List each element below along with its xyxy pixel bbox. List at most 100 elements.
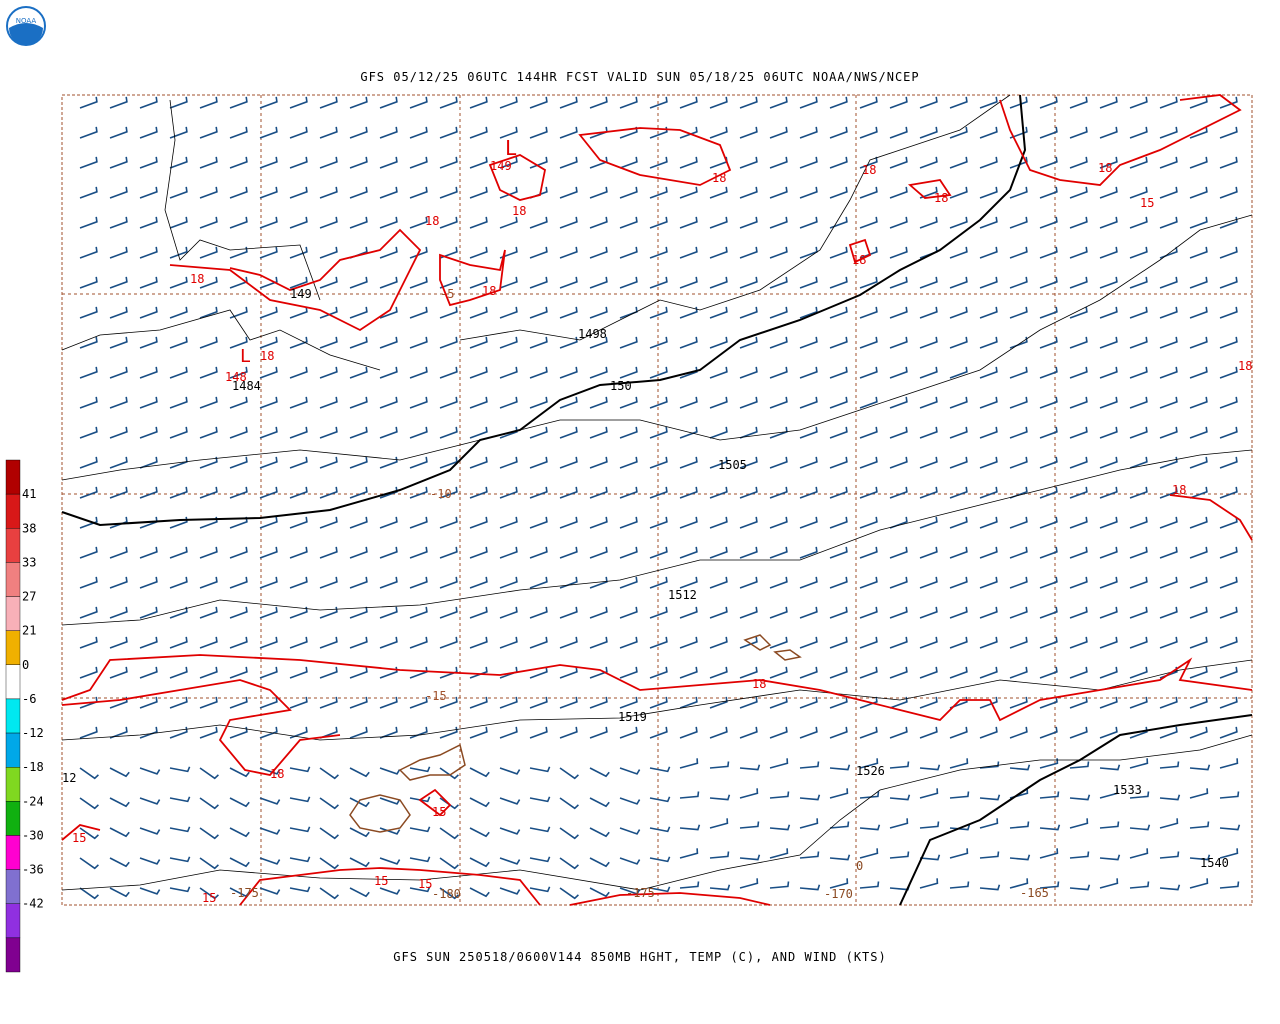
wind-barb xyxy=(259,726,278,739)
height-label: 12 xyxy=(62,771,76,785)
wind-barb xyxy=(919,186,938,199)
height-label: 1519 xyxy=(618,710,647,724)
lon-label: -175 xyxy=(230,886,259,900)
wind-barb xyxy=(499,887,521,895)
svg-text:NOAA: NOAA xyxy=(16,17,37,25)
wind-barb xyxy=(169,216,188,229)
wind-barb xyxy=(1189,456,1208,469)
wind-barb xyxy=(1009,606,1028,619)
wind-barb xyxy=(289,246,308,259)
wind-barb xyxy=(529,456,548,469)
wind-barb xyxy=(589,186,608,199)
wind-barb xyxy=(679,791,700,799)
wind-barb xyxy=(859,426,878,439)
wind-barb xyxy=(1219,576,1238,589)
wind-barb xyxy=(619,666,638,679)
wind-barb xyxy=(259,857,281,865)
wind-barb xyxy=(319,456,338,469)
temp-label: 18 xyxy=(852,253,866,267)
wind-barb xyxy=(499,366,518,379)
wind-barb xyxy=(379,887,401,895)
wind-barb xyxy=(829,306,848,319)
wind-barb xyxy=(829,216,848,229)
wind-barb xyxy=(409,336,428,349)
wind-barb xyxy=(259,186,278,199)
wind-barb xyxy=(769,516,788,529)
temp-label: 15 xyxy=(1140,196,1154,210)
wind-barb xyxy=(1099,696,1118,709)
wind-barb xyxy=(139,276,158,289)
wind-barb xyxy=(349,186,368,199)
wind-barb xyxy=(799,516,818,529)
wind-barb xyxy=(319,827,339,840)
wind-barb xyxy=(199,887,219,900)
wind-barb xyxy=(169,426,188,439)
wind-barb xyxy=(409,606,428,619)
wind-barb xyxy=(349,96,368,109)
wind-barb xyxy=(1039,486,1058,499)
wind-barb xyxy=(499,767,521,775)
wind-barb xyxy=(739,396,758,409)
wind-barb xyxy=(1099,96,1118,109)
wind-barb xyxy=(529,516,548,529)
wind-barb xyxy=(679,848,699,859)
wind-barb xyxy=(679,546,698,559)
wind-barb xyxy=(1189,636,1208,649)
low-value-label: 149 xyxy=(490,159,512,173)
wind-barb xyxy=(169,156,188,169)
wind-barb xyxy=(1129,666,1148,679)
wind-barb xyxy=(349,767,370,778)
wind-barb xyxy=(259,636,278,649)
wind-barb xyxy=(139,797,161,805)
wind-barb xyxy=(949,96,968,109)
wind-barb xyxy=(229,306,248,319)
wind-barb xyxy=(1009,576,1028,589)
wind-barb xyxy=(469,336,488,349)
wind-barb xyxy=(769,186,788,199)
wind-barb xyxy=(829,854,851,861)
wind-barb xyxy=(619,827,641,835)
wind-barb xyxy=(559,96,578,109)
wind-barb xyxy=(799,486,818,499)
wind-barb xyxy=(859,696,878,709)
wind-barb xyxy=(1129,126,1148,139)
wind-barb xyxy=(709,426,728,439)
wind-barb xyxy=(109,606,128,619)
wind-barb xyxy=(439,276,458,289)
wind-barb xyxy=(649,606,668,619)
wind-barb xyxy=(1159,696,1178,709)
wind-barb xyxy=(229,857,250,868)
wind-barb xyxy=(499,456,518,469)
wind-barb xyxy=(529,726,548,739)
wind-barb xyxy=(379,396,398,409)
wind-barb xyxy=(739,764,761,771)
wind-barb xyxy=(1069,276,1088,289)
wind-barb xyxy=(499,336,518,349)
wind-barb xyxy=(319,636,338,649)
wind-barb xyxy=(349,486,368,499)
wind-barb xyxy=(139,396,158,409)
wind-barb xyxy=(409,126,428,139)
wind-barb xyxy=(1009,246,1028,259)
wind-barb xyxy=(889,126,908,139)
wind-barb xyxy=(199,246,218,259)
wind-barb xyxy=(799,216,818,229)
scale-swatch xyxy=(5,493,21,529)
wind-barb xyxy=(139,486,158,499)
wind-barb xyxy=(499,797,521,805)
temperature-contour xyxy=(1169,494,1253,541)
wind-barb xyxy=(529,666,548,679)
wind-barb xyxy=(379,546,398,559)
wind-barb xyxy=(1009,666,1028,679)
wind-barb xyxy=(379,156,398,169)
scale-swatch xyxy=(5,596,21,631)
wind-barb xyxy=(1099,366,1118,379)
wind-barb xyxy=(349,606,368,619)
wind-barb xyxy=(229,96,248,109)
wind-barb xyxy=(409,666,428,679)
wind-barb xyxy=(1129,276,1148,289)
wind-barb xyxy=(319,186,338,199)
temp-label: 18 xyxy=(260,349,274,363)
wind-barb xyxy=(229,636,248,649)
wind-barb xyxy=(1189,156,1208,169)
